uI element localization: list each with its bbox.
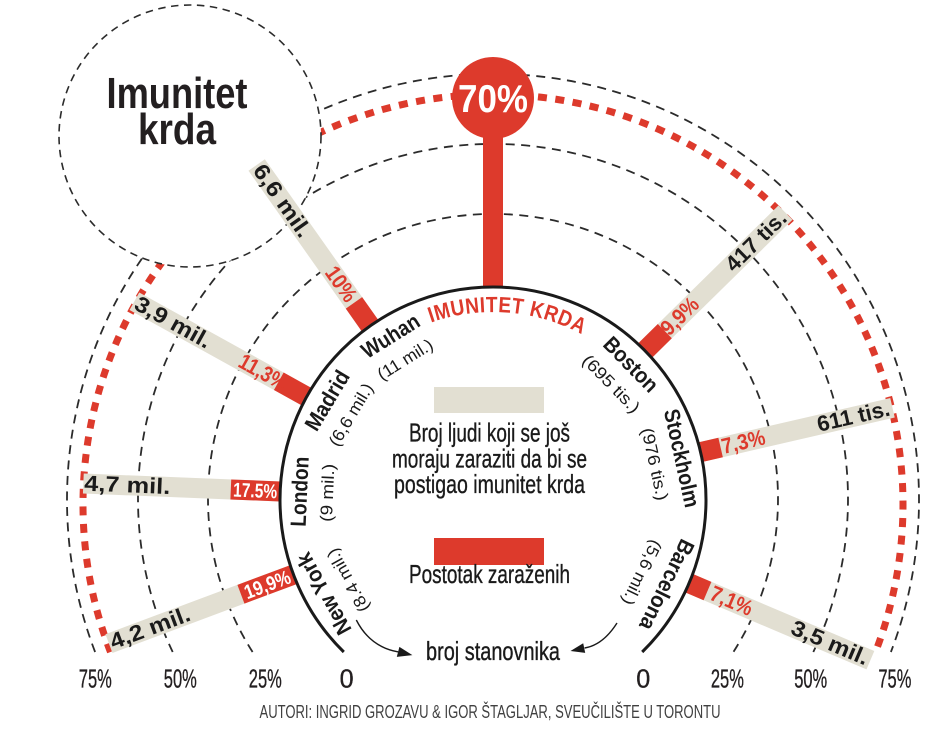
svg-text:Postotak zaraženih: Postotak zaraženih — [409, 559, 570, 589]
svg-text:0: 0 — [340, 664, 354, 694]
svg-text:4,7 mil.: 4,7 mil. — [84, 471, 171, 499]
svg-text:Broj ljudi koji se još: Broj ljudi koji se još — [409, 418, 570, 448]
svg-text:0: 0 — [636, 664, 650, 694]
svg-text:25%: 25% — [249, 664, 282, 694]
svg-text:postigao imunitet krda: postigao imunitet krda — [394, 469, 585, 499]
svg-text:AUTORI: INGRID GROZAVU & IGOR: AUTORI: INGRID GROZAVU & IGOR ŠTAGLJAR, … — [260, 701, 721, 722]
svg-text:17.5%: 17.5% — [233, 480, 278, 504]
svg-text:50%: 50% — [794, 664, 827, 694]
svg-text:75%: 75% — [878, 664, 911, 694]
svg-text:25%: 25% — [711, 664, 744, 694]
svg-text:75%: 75% — [79, 664, 112, 694]
svg-text:London: London — [286, 456, 314, 527]
svg-text:(9 mil.): (9 mil.) — [317, 463, 339, 522]
svg-text:broj stanovnika: broj stanovnika — [426, 636, 560, 666]
svg-text:70%: 70% — [458, 78, 528, 121]
svg-text:Imunitet: Imunitet — [107, 69, 248, 118]
svg-text:krda: krda — [138, 105, 216, 154]
svg-text:50%: 50% — [164, 664, 197, 694]
svg-text:moraju zaraziti da bi se: moraju zaraziti da bi se — [392, 443, 587, 473]
